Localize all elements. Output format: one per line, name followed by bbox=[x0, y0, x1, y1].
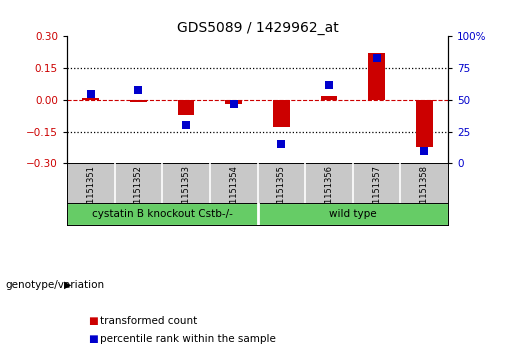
Text: cystatin B knockout Cstb-/-: cystatin B knockout Cstb-/- bbox=[92, 209, 233, 219]
Title: GDS5089 / 1429962_at: GDS5089 / 1429962_at bbox=[177, 21, 338, 35]
Bar bbox=[416, 100, 433, 147]
Bar bbox=[130, 100, 147, 102]
Bar bbox=[178, 100, 194, 115]
Text: GSM1151357: GSM1151357 bbox=[372, 165, 381, 221]
Text: GSM1151358: GSM1151358 bbox=[420, 165, 428, 221]
Text: genotype/variation: genotype/variation bbox=[5, 280, 104, 290]
Bar bbox=[321, 96, 337, 100]
Bar bbox=[82, 98, 99, 100]
Text: GSM1151351: GSM1151351 bbox=[87, 165, 95, 221]
Text: wild type: wild type bbox=[329, 209, 376, 219]
Bar bbox=[368, 53, 385, 100]
Point bbox=[325, 82, 333, 87]
Text: GSM1151354: GSM1151354 bbox=[229, 165, 238, 221]
Point bbox=[420, 148, 428, 154]
Bar bbox=[258, 203, 448, 225]
Text: transformed count: transformed count bbox=[100, 316, 198, 326]
Text: GSM1151355: GSM1151355 bbox=[277, 165, 286, 221]
Point bbox=[134, 87, 143, 93]
Text: GSM1151352: GSM1151352 bbox=[134, 165, 143, 221]
Bar bbox=[273, 100, 289, 127]
Text: ■: ■ bbox=[88, 334, 97, 344]
Text: GSM1151353: GSM1151353 bbox=[182, 165, 191, 221]
Text: GSM1151356: GSM1151356 bbox=[324, 165, 333, 221]
Point bbox=[372, 55, 381, 61]
Text: ■: ■ bbox=[88, 316, 97, 326]
Text: percentile rank within the sample: percentile rank within the sample bbox=[100, 334, 277, 344]
Point bbox=[182, 122, 190, 128]
Bar bbox=[67, 203, 258, 225]
Bar bbox=[226, 100, 242, 104]
Point bbox=[87, 91, 95, 97]
Point bbox=[277, 142, 285, 147]
Text: ▶: ▶ bbox=[64, 280, 72, 290]
Point bbox=[230, 101, 238, 107]
